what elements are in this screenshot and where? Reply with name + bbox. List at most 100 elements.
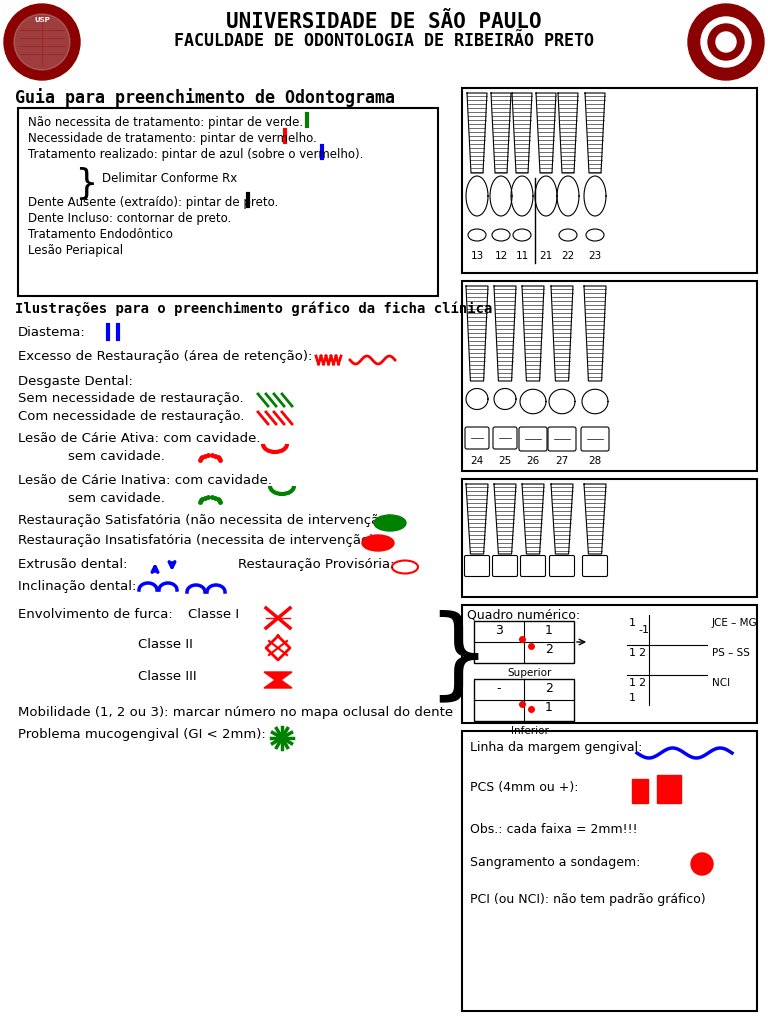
Text: Dente Incluso: contornar de preto.: Dente Incluso: contornar de preto. xyxy=(28,212,231,225)
Text: Problema mucogengival (GI < 2mm):: Problema mucogengival (GI < 2mm): xyxy=(18,728,266,741)
FancyBboxPatch shape xyxy=(492,555,518,577)
Text: 13: 13 xyxy=(470,251,484,261)
FancyBboxPatch shape xyxy=(465,555,489,577)
Bar xyxy=(462,479,757,597)
Circle shape xyxy=(4,4,80,80)
Bar xyxy=(462,605,757,723)
Text: Restauração Provisória:: Restauração Provisória: xyxy=(238,558,395,571)
Ellipse shape xyxy=(362,535,394,551)
Polygon shape xyxy=(466,176,488,216)
Text: Mobilidade (1, 2 ou 3): marcar número no mapa oclusal do dente: Mobilidade (1, 2 ou 3): marcar número no… xyxy=(18,706,453,719)
Text: Superior: Superior xyxy=(508,668,552,678)
Text: Lesão de Cárie Inativa: com cavidade.: Lesão de Cárie Inativa: com cavidade. xyxy=(18,474,272,487)
Text: 22: 22 xyxy=(561,251,574,261)
Text: 1: 1 xyxy=(628,648,635,658)
Text: Linha da margem gengival:: Linha da margem gengival: xyxy=(470,741,642,754)
Text: Quadro numérico:: Quadro numérico: xyxy=(467,609,580,622)
Text: Excesso de Restauração (área de retenção):: Excesso de Restauração (área de retenção… xyxy=(18,350,313,362)
FancyBboxPatch shape xyxy=(521,555,545,577)
Text: Desgaste Dental:: Desgaste Dental: xyxy=(18,375,133,388)
Text: Classe I: Classe I xyxy=(188,608,239,621)
Text: 1: 1 xyxy=(628,693,635,703)
Ellipse shape xyxy=(559,229,577,241)
Text: 1: 1 xyxy=(545,624,553,637)
FancyBboxPatch shape xyxy=(493,427,517,449)
Text: Restauração Insatisfatória (necessita de intervenção):: Restauração Insatisfatória (necessita de… xyxy=(18,534,379,547)
Text: Ilustrações para o preenchimento gráfico da ficha clínica: Ilustrações para o preenchimento gráfico… xyxy=(15,302,492,316)
Text: PCI (ou NCI): não tem padrão gráfico): PCI (ou NCI): não tem padrão gráfico) xyxy=(470,893,706,906)
Text: Tratamento realizado: pintar de azul (sobre o vermelho).: Tratamento realizado: pintar de azul (so… xyxy=(28,148,363,161)
Ellipse shape xyxy=(492,229,510,241)
Text: -1: -1 xyxy=(638,625,649,635)
Polygon shape xyxy=(557,176,579,216)
Polygon shape xyxy=(549,389,575,414)
Text: Necessidade de tratamento: pintar de vermelho.: Necessidade de tratamento: pintar de ver… xyxy=(28,132,316,145)
Text: }: } xyxy=(75,167,97,201)
Polygon shape xyxy=(584,176,606,216)
Ellipse shape xyxy=(468,229,486,241)
Text: 1: 1 xyxy=(628,678,635,688)
Text: sem cavidade.: sem cavidade. xyxy=(68,450,165,463)
Bar xyxy=(18,108,438,296)
Text: Diastema:: Diastema: xyxy=(18,326,86,339)
Text: Sem necessidade de restauração.: Sem necessidade de restauração. xyxy=(18,392,243,406)
Text: 12: 12 xyxy=(495,251,508,261)
Text: 25: 25 xyxy=(498,456,511,466)
Bar xyxy=(462,281,757,471)
Text: Obs.: cada faixa = 2mm!!!: Obs.: cada faixa = 2mm!!! xyxy=(470,823,637,836)
Text: 1: 1 xyxy=(545,701,553,714)
Text: FACULDADE DE ODONTOLOGIA DE RIBEIRÃO PRETO: FACULDADE DE ODONTOLOGIA DE RIBEIRÃO PRE… xyxy=(174,32,594,50)
Text: Guia para preenchimento de Odontograma: Guia para preenchimento de Odontograma xyxy=(15,88,395,106)
FancyBboxPatch shape xyxy=(465,427,489,449)
Text: Restauração Satisfatória (não necessita de intervenção):: Restauração Satisfatória (não necessita … xyxy=(18,514,397,527)
Text: PCS (4mm ou +):: PCS (4mm ou +): xyxy=(470,781,578,794)
Text: 11: 11 xyxy=(515,251,528,261)
Bar xyxy=(657,775,681,803)
Bar xyxy=(474,679,574,721)
FancyBboxPatch shape xyxy=(549,555,574,577)
Text: Envolvimento de furca:: Envolvimento de furca: xyxy=(18,608,173,621)
Text: 26: 26 xyxy=(526,456,540,466)
Text: Inferior: Inferior xyxy=(511,726,549,736)
FancyBboxPatch shape xyxy=(582,555,607,577)
Polygon shape xyxy=(264,678,292,688)
FancyBboxPatch shape xyxy=(548,427,576,451)
Polygon shape xyxy=(535,176,557,216)
Text: Inclinação dental:: Inclinação dental: xyxy=(18,580,137,593)
Text: PS – SS: PS – SS xyxy=(712,648,750,658)
Text: Classe II: Classe II xyxy=(138,638,193,651)
Text: 1: 1 xyxy=(628,618,635,628)
Text: sem cavidade.: sem cavidade. xyxy=(68,492,165,505)
Text: 2: 2 xyxy=(638,678,645,688)
Text: 27: 27 xyxy=(555,456,568,466)
Circle shape xyxy=(716,32,736,52)
Text: 3: 3 xyxy=(495,624,503,637)
Polygon shape xyxy=(494,388,516,410)
Text: Extrusão dental:: Extrusão dental: xyxy=(18,558,127,571)
Text: 23: 23 xyxy=(588,251,601,261)
Text: Lesão de Cárie Ativa: com cavidade.: Lesão de Cárie Ativa: com cavidade. xyxy=(18,432,260,445)
Circle shape xyxy=(14,14,70,70)
Text: JCE – MG: JCE – MG xyxy=(712,618,757,628)
Text: Dente Ausente (extraído): pintar de preto.: Dente Ausente (extraído): pintar de pret… xyxy=(28,196,278,209)
Text: 21: 21 xyxy=(539,251,553,261)
Polygon shape xyxy=(466,388,488,410)
Text: Com necessidade de restauração.: Com necessidade de restauração. xyxy=(18,410,244,423)
Text: Lesão Periapical: Lesão Periapical xyxy=(28,244,123,257)
Text: USP: USP xyxy=(34,17,50,23)
Ellipse shape xyxy=(374,515,406,531)
Text: }: } xyxy=(428,608,488,706)
Text: 2: 2 xyxy=(545,682,553,695)
Bar xyxy=(474,621,574,663)
Text: 24: 24 xyxy=(470,456,484,466)
Circle shape xyxy=(701,17,751,67)
Text: -: - xyxy=(497,682,502,695)
Polygon shape xyxy=(582,389,608,414)
Text: 2: 2 xyxy=(638,648,645,658)
Text: Tratamento Endodôntico: Tratamento Endodôntico xyxy=(28,228,173,241)
Text: NCI: NCI xyxy=(712,678,730,688)
Polygon shape xyxy=(520,389,546,414)
FancyBboxPatch shape xyxy=(519,427,547,451)
Ellipse shape xyxy=(586,229,604,241)
Circle shape xyxy=(708,24,744,60)
